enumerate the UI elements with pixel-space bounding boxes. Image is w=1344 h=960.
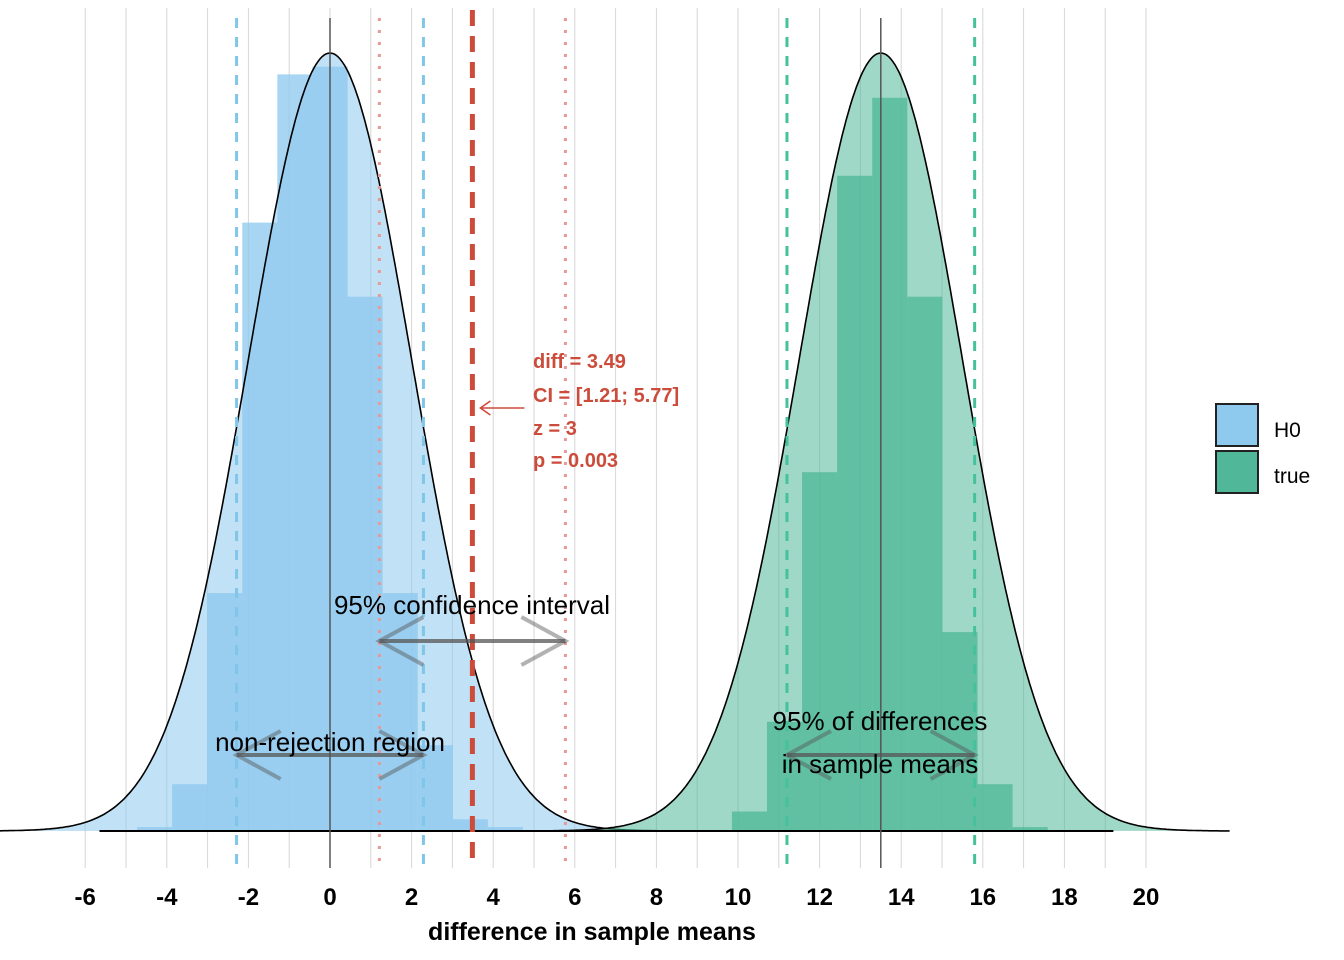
x-tick-label: 20 <box>1133 884 1160 911</box>
diff-annotation-line1: 95% of differences <box>773 706 988 736</box>
x-tick-label: 6 <box>568 884 581 911</box>
diff-range-arrow-head <box>782 729 832 781</box>
x-tick-label: -6 <box>75 884 96 911</box>
ci-arrow-head <box>520 615 570 667</box>
nonrejection-annotation: non-rejection region <box>215 727 445 757</box>
x-tick-label: 10 <box>725 884 752 911</box>
legend-key-true <box>1215 450 1259 494</box>
legend: H0 true <box>1215 403 1310 494</box>
density-fill <box>505 53 1230 832</box>
stat-z: z = 3 <box>533 418 577 440</box>
density-curve <box>505 52 1230 832</box>
stat-diff: diff = 3.49 <box>533 351 626 373</box>
density-fill <box>0 53 681 831</box>
stat-p: p = 0.003 <box>533 450 618 472</box>
x-tick-label: 0 <box>323 884 336 911</box>
x-axis-title: difference in sample means <box>428 918 756 946</box>
x-tick-label: 12 <box>806 884 833 911</box>
pointer-arrow-head <box>478 400 491 416</box>
diff-annotation-line2: in sample means <box>782 749 979 779</box>
density-curves <box>0 52 1230 832</box>
ci-annotation: 95% confidence interval <box>334 590 610 620</box>
nonrejection-arrow-head <box>232 729 282 781</box>
ci-arrow-head <box>375 615 425 667</box>
reference-lines <box>235 10 977 868</box>
legend-label-true: true <box>1274 465 1310 488</box>
x-tick-label: 18 <box>1051 884 1078 911</box>
x-tick-label: -2 <box>238 884 259 911</box>
x-tick-label: 2 <box>405 884 418 911</box>
density-curve <box>0 52 681 832</box>
x-tick-label: 14 <box>888 884 915 911</box>
annotations: 95% confidence interval non-rejection re… <box>215 351 987 779</box>
legend-label-h0: H0 <box>1274 419 1301 442</box>
x-tick-label: 8 <box>650 884 663 911</box>
x-tick-label: 4 <box>487 884 501 911</box>
stat-ci: CI = [1.21; 5.77] <box>533 385 679 407</box>
diff-range-arrow-head <box>929 729 979 781</box>
nonrejection-arrow-head <box>378 729 428 781</box>
legend-key-h0 <box>1215 403 1259 447</box>
x-tick-label: 16 <box>969 884 996 911</box>
x-tick-label: -4 <box>156 884 178 911</box>
interval-arrows <box>232 400 979 781</box>
x-axis: difference in sample means -6 -4 -2 0 2 4 6 8 10… <box>75 884 1160 946</box>
